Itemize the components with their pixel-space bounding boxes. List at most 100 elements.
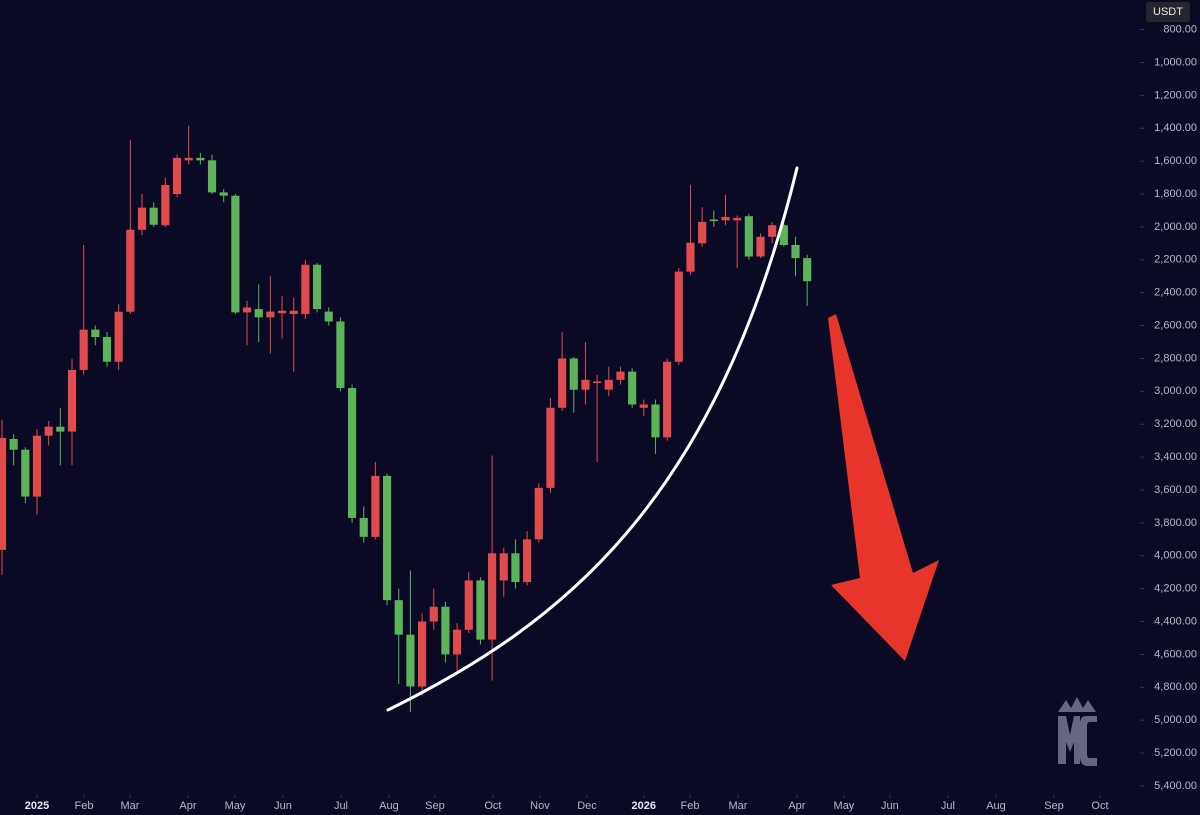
candle-body	[593, 381, 602, 384]
trend-curve	[386, 166, 799, 712]
candle-body	[301, 264, 310, 315]
candle-body	[511, 553, 520, 583]
y-tick-label: 5,200.00	[1154, 747, 1197, 759]
candle-body	[616, 371, 625, 380]
y-tick-label: 2,000.00	[1154, 221, 1197, 233]
candle-body	[429, 606, 438, 622]
candle-body	[523, 539, 532, 583]
candle-body	[721, 217, 730, 221]
candle-body	[102, 337, 112, 362]
candle-body	[196, 157, 205, 161]
y-tick-label: 1,400.00	[1154, 122, 1197, 134]
y-tick-label: 5,400.00	[1154, 780, 1197, 792]
candle-body	[768, 225, 777, 237]
y-tick-label: 1,000.00	[1154, 56, 1197, 68]
candle-body	[9, 439, 18, 450]
x-tick-label: Mar	[121, 800, 140, 812]
y-tick-label: 1,800.00	[1154, 188, 1197, 200]
candle-body	[126, 229, 135, 312]
y-tick-label: 1,200.00	[1154, 89, 1197, 101]
candle-body	[756, 236, 765, 257]
candle-body	[289, 310, 298, 315]
candle-body	[254, 309, 263, 318]
x-tick-label: Aug	[379, 800, 399, 812]
y-tick-label: 4,200.00	[1154, 583, 1197, 595]
y-tick-label: 3,800.00	[1154, 517, 1197, 529]
y-tick-label: 5,000.00	[1154, 714, 1197, 726]
x-tick-label: 2026	[632, 800, 656, 812]
x-tick-label: Nov	[530, 800, 550, 812]
currency-label: USDT	[1153, 6, 1183, 18]
y-tick-label: 2,200.00	[1154, 254, 1197, 266]
candle-body	[534, 487, 543, 540]
candle-body	[791, 244, 800, 259]
y-tick-label: 4,000.00	[1154, 550, 1197, 562]
candle-body	[21, 449, 30, 497]
x-tick-label: Feb	[681, 800, 700, 812]
candle-body	[32, 435, 42, 497]
candle-body	[207, 160, 217, 193]
candle-body	[277, 310, 287, 314]
x-tick-label: Oct	[1091, 800, 1108, 812]
candle-body	[137, 207, 147, 230]
candle-body	[686, 242, 695, 272]
candle-body	[733, 217, 742, 221]
x-tick-label: Oct	[484, 800, 501, 812]
y-tick-label: 4,400.00	[1154, 615, 1197, 627]
candle-body	[67, 369, 77, 432]
candle-body	[674, 271, 683, 362]
candle-body	[803, 258, 812, 282]
candle-body	[406, 634, 415, 687]
candle-body	[149, 207, 158, 225]
candle-body	[266, 311, 275, 318]
x-tick-label: Sep	[1044, 800, 1064, 812]
x-tick-label: Aug	[986, 800, 1006, 812]
x-tick-label: Jul	[941, 800, 955, 812]
x-tick-label: Apr	[788, 800, 805, 812]
y-tick-label: 2,600.00	[1154, 319, 1197, 331]
candle-body	[79, 329, 88, 370]
y-tick-label: 3,000.00	[1154, 385, 1197, 397]
candle-body	[382, 475, 392, 601]
candle-body	[499, 553, 508, 581]
candle-body	[184, 157, 193, 161]
x-tick-label: Sep	[425, 800, 445, 812]
y-tick-label: 2,800.00	[1154, 352, 1197, 364]
candle-body	[161, 184, 170, 226]
candle-body	[172, 157, 182, 195]
candle-body	[651, 404, 660, 438]
x-tick-label: May	[834, 800, 855, 812]
watermark-logo	[1058, 697, 1097, 766]
y-tick-label: 3,600.00	[1154, 484, 1197, 496]
candle-body	[581, 379, 590, 390]
candle-body	[219, 192, 228, 196]
x-tick-label: Dec	[577, 800, 597, 812]
y-tick-label: 3,200.00	[1154, 418, 1197, 430]
candle-body	[604, 379, 613, 390]
candle-body	[231, 195, 240, 313]
candle-body	[476, 580, 485, 640]
candle-body	[453, 629, 462, 655]
candle-body	[371, 475, 380, 537]
x-tick-label: Feb	[75, 800, 94, 812]
y-tick-label: 800.00	[1163, 24, 1197, 36]
candle-body	[744, 216, 753, 257]
candle-body	[324, 311, 333, 322]
y-tick-label: 2,400.00	[1154, 287, 1197, 299]
candle-body	[698, 221, 707, 244]
candle-body	[394, 600, 403, 635]
x-tick-label: Mar	[728, 800, 747, 812]
candle-body	[464, 580, 473, 630]
candle-body	[114, 311, 123, 362]
x-tick-label: Jun	[274, 800, 292, 812]
y-tick-label: 3,400.00	[1154, 451, 1197, 463]
y-tick-label: 4,800.00	[1154, 681, 1197, 693]
candle-body	[56, 426, 65, 432]
candle-body	[628, 371, 637, 405]
candle-body	[441, 606, 450, 655]
candle-body	[569, 358, 578, 390]
candle-body	[44, 426, 53, 436]
candle-body	[709, 219, 718, 222]
